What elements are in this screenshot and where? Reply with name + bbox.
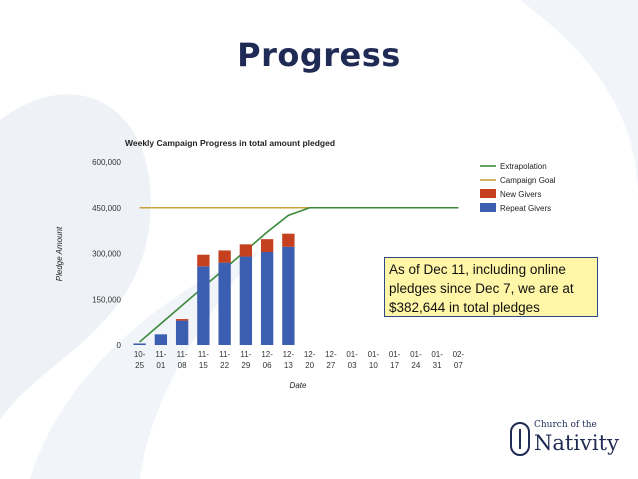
bar-new-givers	[197, 254, 210, 267]
x-tick-label: 11-	[219, 350, 230, 359]
x-tick-label: 20	[305, 361, 314, 370]
y-axis-ticks: 600,000 450,000 300,000 150,000 0	[92, 158, 121, 350]
x-tick-label: 10	[369, 361, 378, 370]
legend-label-repeat-givers: Repeat Givers	[500, 204, 551, 213]
legend-label-extrapolation: Extrapolation	[500, 162, 547, 171]
x-tick-label: 11-	[240, 350, 251, 359]
bar-repeat-givers	[218, 262, 231, 345]
x-tick-label: 29	[241, 361, 250, 370]
chart-title: Weekly Campaign Progress in total amount…	[125, 138, 335, 148]
x-tick-label: 11-	[177, 350, 188, 359]
y-tick-label: 150,000	[92, 295, 121, 304]
x-tick-label: 13	[284, 361, 293, 370]
x-tick-label: 10-	[134, 350, 146, 359]
bar-repeat-givers	[154, 334, 168, 345]
bar-new-givers	[218, 250, 231, 263]
line-series	[139, 206, 459, 343]
x-tick-label: 01-	[389, 350, 401, 359]
x-tick-label: 17	[390, 361, 399, 370]
bar-new-givers	[175, 319, 189, 321]
x-tick-label: 01-	[410, 350, 422, 359]
x-tick-label: 22	[220, 361, 229, 370]
legend-swatch-repeat-givers	[480, 203, 496, 212]
y-tick-label: 300,000	[92, 250, 121, 259]
legend-label-campaign-goal: Campaign Goal	[500, 176, 556, 185]
y-axis-label: Pledge Amount	[55, 226, 64, 281]
logo-line2: Nativity	[534, 431, 619, 455]
legend-label-new-givers: New Givers	[500, 190, 541, 199]
x-tick-label: 11-	[198, 350, 209, 359]
line-extrapolation	[139, 206, 459, 343]
logo-line1: Church of the	[534, 420, 597, 430]
bar-new-givers	[282, 233, 295, 247]
x-tick-label: 12-	[261, 350, 273, 359]
nativity-emblem-icon	[510, 422, 530, 456]
x-tick-label: 12-	[304, 350, 316, 359]
x-tick-label: 12-	[283, 350, 295, 359]
x-tick-label: 01-	[346, 350, 358, 359]
x-tick-label: 01-	[368, 350, 380, 359]
x-tick-label: 24	[411, 361, 420, 370]
y-tick-label: 450,000	[92, 204, 121, 213]
x-tick-label: 31	[433, 361, 442, 370]
legend-swatch-new-givers	[480, 189, 496, 198]
x-tick-label: 27	[326, 361, 335, 370]
bar-repeat-givers	[175, 320, 189, 345]
bar-new-givers	[239, 244, 253, 257]
legend: Extrapolation Campaign Goal New Givers Repe…	[480, 162, 556, 213]
pledge-callout: As of Dec 11, including online pledges s…	[384, 257, 598, 317]
bar-new-givers	[260, 239, 274, 252]
bar-repeat-givers	[197, 266, 210, 345]
y-tick-label: 600,000	[92, 158, 121, 167]
church-logo: Church of the Nativity	[508, 418, 626, 462]
x-tick-label: 15	[199, 361, 208, 370]
x-tick-label: 01	[156, 361, 165, 370]
bar-repeat-givers	[239, 256, 253, 345]
x-tick-label: 02-	[453, 350, 465, 359]
bar-series	[133, 233, 295, 345]
x-tick-label: 07	[454, 361, 463, 370]
x-tick-label: 25	[135, 361, 144, 370]
x-tick-label: 12-	[325, 350, 337, 359]
x-tick-label: 03	[348, 361, 357, 370]
bar-repeat-givers	[282, 246, 295, 345]
bar-repeat-givers	[260, 251, 274, 345]
x-tick-label: 08	[178, 361, 187, 370]
y-tick-label: 0	[117, 341, 122, 350]
x-tick-label: 06	[263, 361, 272, 370]
x-axis-ticks: 10- 25 11- 01 11- 08 11- 15 11- 22 11- 29 12- 06 12- 13…	[134, 350, 465, 370]
bar-repeat-givers	[133, 343, 146, 345]
x-tick-label: 01-	[431, 350, 443, 359]
x-tick-label: 11-	[155, 350, 166, 359]
slide-title: Progress	[237, 36, 401, 74]
x-axis-label: Date	[290, 381, 307, 390]
